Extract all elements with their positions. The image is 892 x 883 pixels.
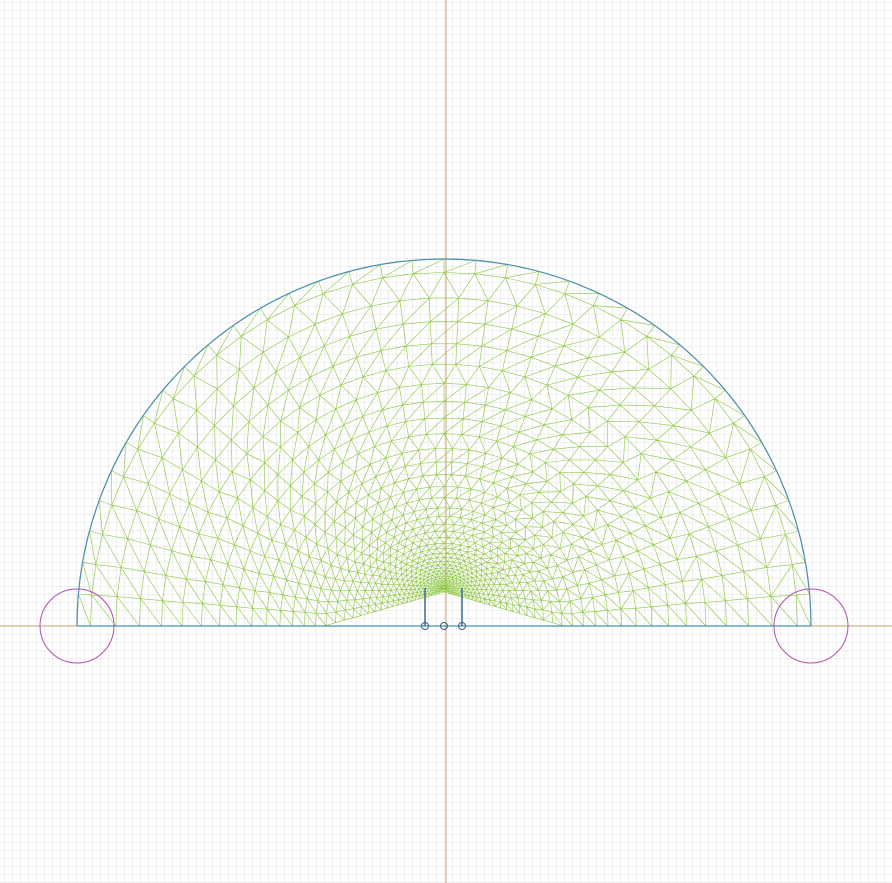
mesh-edges: [76, 258, 812, 627]
node-marker: [421, 622, 429, 630]
node-marker: [440, 622, 448, 630]
mesh: [76, 258, 812, 627]
boundary-node-circle: [773, 588, 849, 664]
boundary-node-circle: [39, 588, 115, 664]
node-marker: [458, 622, 466, 630]
outer-boundary: [76, 258, 812, 627]
